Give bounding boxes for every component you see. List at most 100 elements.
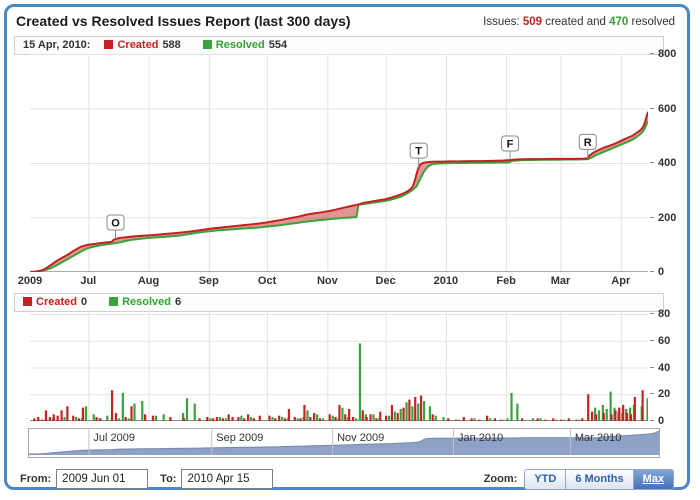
resolved-bar[interactable] bbox=[84, 406, 88, 421]
resolved-bar[interactable] bbox=[457, 419, 461, 421]
created-bar[interactable] bbox=[344, 414, 347, 421]
created-bar[interactable] bbox=[299, 418, 302, 421]
created-bar[interactable] bbox=[237, 416, 240, 421]
created-bar[interactable] bbox=[590, 411, 594, 421]
created-bar[interactable] bbox=[215, 416, 219, 421]
resolved-bar[interactable] bbox=[417, 403, 420, 421]
resolved-bar[interactable] bbox=[63, 416, 66, 421]
resolved-bar[interactable] bbox=[92, 414, 95, 421]
created-bar[interactable] bbox=[567, 418, 570, 421]
created-bar[interactable] bbox=[618, 407, 621, 421]
created-bar[interactable] bbox=[72, 415, 75, 421]
resolved-bar[interactable] bbox=[75, 416, 78, 421]
created-bar[interactable] bbox=[283, 418, 287, 421]
legend-item-created-daily[interactable]: Created 0 bbox=[23, 296, 87, 308]
created-bar[interactable] bbox=[633, 396, 636, 421]
created-bar[interactable] bbox=[419, 395, 423, 421]
created-bar[interactable] bbox=[334, 416, 337, 421]
created-bar[interactable] bbox=[390, 404, 394, 421]
created-bar[interactable] bbox=[559, 419, 563, 421]
created-bar[interactable] bbox=[52, 414, 55, 421]
navigator-area[interactable] bbox=[29, 429, 659, 455]
created-bar[interactable] bbox=[268, 415, 271, 421]
resolved-bar[interactable] bbox=[240, 415, 243, 421]
resolved-bar[interactable] bbox=[405, 402, 408, 421]
resolved-bar[interactable] bbox=[411, 406, 414, 421]
created-bar[interactable] bbox=[602, 412, 605, 421]
created-bar[interactable] bbox=[309, 416, 312, 421]
created-bar[interactable] bbox=[95, 416, 98, 421]
created-bar[interactable] bbox=[614, 410, 617, 421]
resolved-bar[interactable] bbox=[117, 418, 121, 421]
resolved-bar[interactable] bbox=[578, 419, 581, 421]
resolved-bar[interactable] bbox=[281, 416, 284, 421]
resolved-bar[interactable] bbox=[193, 403, 196, 421]
resolved-bar[interactable] bbox=[442, 416, 445, 421]
resolved-bar[interactable] bbox=[154, 415, 157, 421]
created-bar[interactable] bbox=[60, 410, 63, 421]
resolved-bar[interactable] bbox=[181, 412, 185, 421]
flag-marker-F[interactable]: F bbox=[501, 135, 520, 161]
created-bar[interactable] bbox=[575, 419, 578, 421]
created-bar[interactable] bbox=[56, 415, 59, 421]
resolved-bar[interactable] bbox=[250, 416, 253, 421]
resolved-bar[interactable] bbox=[516, 403, 519, 421]
created-bar[interactable] bbox=[313, 412, 316, 421]
resolved-bar[interactable] bbox=[224, 418, 227, 421]
created-bar[interactable] bbox=[44, 410, 48, 421]
resolved-bar[interactable] bbox=[434, 415, 437, 421]
created-bar[interactable] bbox=[252, 418, 256, 421]
created-bar[interactable] bbox=[212, 418, 215, 421]
resolved-bar[interactable] bbox=[372, 414, 375, 421]
resolved-bar[interactable] bbox=[393, 411, 397, 421]
created-bar[interactable] bbox=[629, 414, 633, 421]
created-bar[interactable] bbox=[231, 416, 234, 421]
created-bar[interactable] bbox=[77, 418, 81, 421]
legend-item-created[interactable]: Created 588 bbox=[104, 39, 181, 51]
created-bar[interactable] bbox=[33, 418, 36, 421]
created-bar[interactable] bbox=[198, 418, 201, 421]
created-bar[interactable] bbox=[408, 399, 411, 421]
created-bar[interactable] bbox=[369, 414, 372, 421]
resolved-bar[interactable] bbox=[306, 410, 309, 421]
resolved-bar[interactable] bbox=[510, 392, 513, 421]
resolved-bar[interactable] bbox=[331, 415, 334, 421]
created-bar[interactable] bbox=[622, 404, 625, 421]
resolved-bar[interactable] bbox=[141, 400, 144, 421]
created-bar[interactable] bbox=[581, 418, 584, 421]
zoom-6months-button[interactable]: 6 Months bbox=[565, 469, 633, 489]
created-bar[interactable] bbox=[258, 415, 261, 421]
created-bar[interactable] bbox=[361, 410, 364, 421]
created-bar[interactable] bbox=[274, 418, 277, 421]
created-bar[interactable] bbox=[396, 412, 399, 421]
from-date-input[interactable] bbox=[56, 469, 149, 489]
resolved-bar[interactable] bbox=[473, 418, 476, 421]
created-bar[interactable] bbox=[182, 418, 186, 421]
resolved-bar[interactable] bbox=[133, 403, 136, 421]
created-bar[interactable] bbox=[243, 418, 246, 421]
created-bar[interactable] bbox=[227, 414, 230, 421]
created-bar[interactable] bbox=[402, 407, 405, 421]
resolved-bar[interactable] bbox=[341, 407, 344, 421]
created-bar[interactable] bbox=[478, 419, 481, 421]
to-date-input[interactable] bbox=[181, 469, 274, 489]
created-bar[interactable] bbox=[124, 416, 127, 421]
zoom-max-button[interactable]: Max bbox=[632, 469, 673, 489]
created-bar[interactable] bbox=[293, 416, 296, 421]
created-bar[interactable] bbox=[169, 416, 172, 421]
resolved-bar[interactable] bbox=[609, 391, 612, 421]
created-bar[interactable] bbox=[379, 411, 382, 421]
created-bar[interactable] bbox=[454, 419, 458, 421]
created-bar[interactable] bbox=[610, 414, 613, 421]
created-bar[interactable] bbox=[462, 416, 465, 421]
created-bar[interactable] bbox=[384, 415, 388, 421]
created-bar[interactable] bbox=[486, 415, 489, 421]
resolved-bar[interactable] bbox=[185, 398, 189, 421]
resolved-bar[interactable] bbox=[316, 414, 319, 421]
resolved-bar[interactable] bbox=[605, 408, 608, 421]
resolved-bar[interactable] bbox=[531, 418, 534, 421]
resolved-bar[interactable] bbox=[422, 400, 426, 421]
created-bar[interactable] bbox=[625, 412, 629, 421]
created-bar[interactable] bbox=[470, 418, 473, 421]
created-bar[interactable] bbox=[48, 416, 51, 421]
